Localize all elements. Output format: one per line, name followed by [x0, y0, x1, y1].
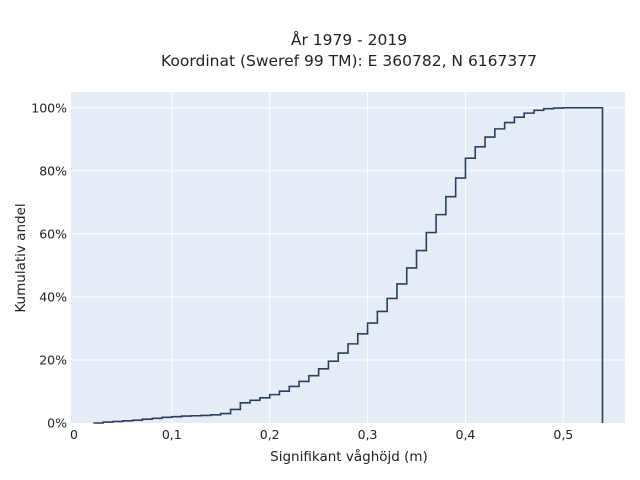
y-tick-label: 80% — [39, 163, 67, 178]
cumulative-step-line — [93, 106, 604, 424]
y-tick-label: 60% — [39, 226, 67, 241]
y-axis-title: Kumulativ andel — [13, 203, 29, 312]
x-tick-label: 0 — [70, 427, 78, 442]
y-tick-label: 20% — [39, 352, 67, 367]
y-tick-label: 100% — [31, 100, 67, 115]
x-tick-label: 0,5 — [553, 427, 573, 442]
grid — [71, 92, 625, 423]
y-tick-label: 0% — [47, 416, 67, 431]
y-tick-label: 40% — [39, 289, 67, 304]
x-tick-label: 0,1 — [162, 427, 182, 442]
chart-subtitle: Koordinat (Sweref 99 TM): E 360782, N 61… — [161, 52, 537, 70]
x-axis-title: Signifikant våghöjd (m) — [270, 448, 428, 465]
x-ticks: 0 0,1 0,2 0,3 0,4 0,5 — [70, 427, 573, 442]
x-tick-label: 0,4 — [456, 427, 476, 442]
y-ticks: 0% 20% 40% 60% 80% 100% — [31, 100, 67, 430]
plot-background — [71, 92, 625, 423]
x-tick-label: 0,3 — [358, 427, 378, 442]
x-tick-label: 0,2 — [260, 427, 280, 442]
chart-title: År 1979 - 2019 — [291, 30, 407, 49]
